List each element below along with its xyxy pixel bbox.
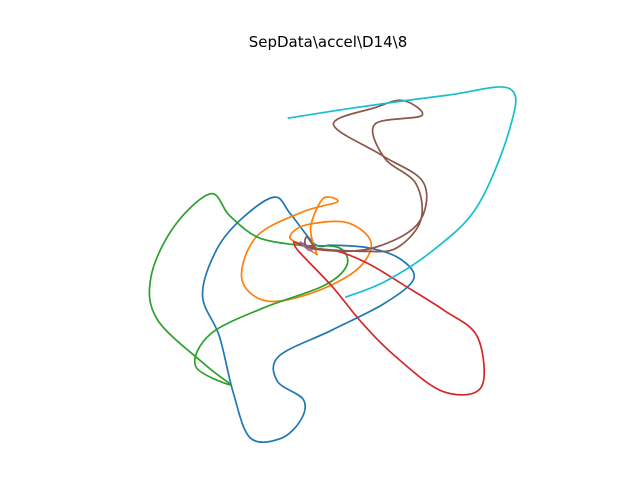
series-line-4 (292, 241, 486, 396)
series-line-1 (201, 196, 416, 443)
chart-title: SepData\accel\D14\8 (248, 33, 408, 51)
series-line-6 (303, 99, 428, 253)
series-line-3 (148, 192, 349, 386)
series-line-7 (287, 86, 517, 298)
